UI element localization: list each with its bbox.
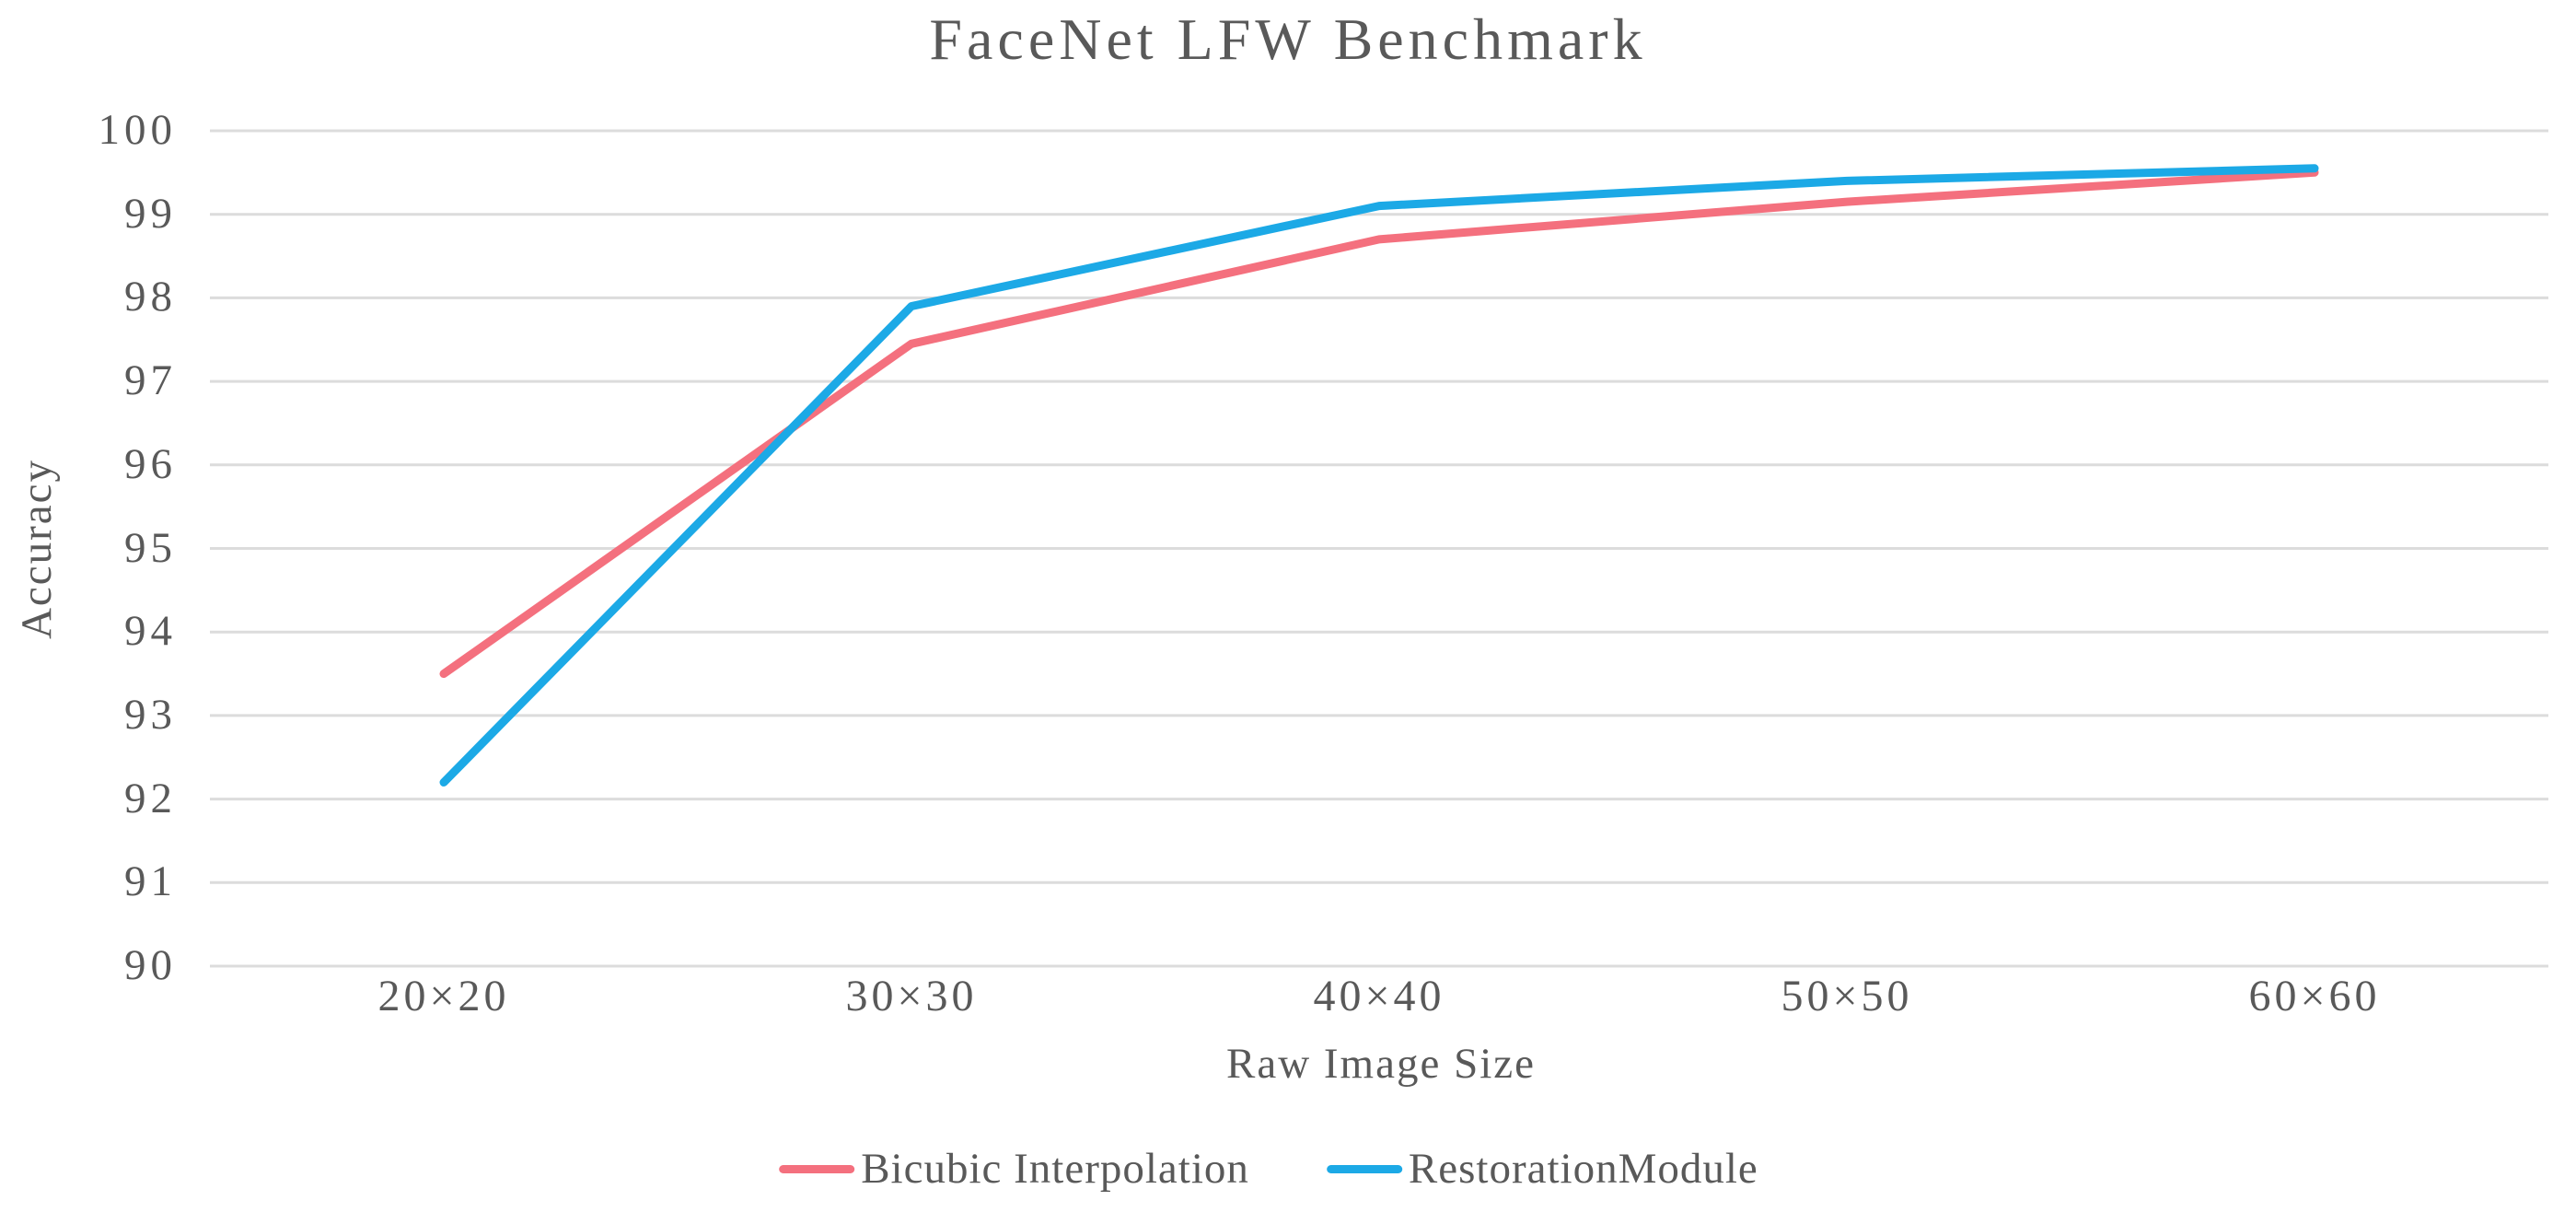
x-tick-label-40×40: 40×40 (1313, 972, 1445, 1020)
series-line-restorationmodule (439, 164, 2319, 787)
x-tick-label-50×50: 50×50 (1781, 972, 1913, 1020)
chart-legend: Bicubic Interpolation RestorationModule (779, 1144, 1758, 1194)
x-axis-title: Raw Image Size (1225, 1040, 1537, 1088)
y-tick-label-93: 93 (124, 690, 177, 739)
legend-item-restorationmodule: RestorationModule (1326, 1144, 1758, 1194)
legend-label: Bicubic Interpolation (861, 1145, 1249, 1193)
x-tick-label-60×60: 60×60 (2248, 972, 2381, 1020)
x-tick-label-30×30: 30×30 (845, 972, 978, 1020)
legend-item-bicubic-interpolation: Bicubic Interpolation (779, 1144, 1249, 1194)
y-tick-label-97: 97 (124, 356, 177, 405)
y-tick-label-90: 90 (124, 940, 177, 989)
chart-title: FaceNet LFW Benchmark (929, 6, 1647, 72)
y-axis-title: Accuracy (13, 458, 61, 640)
y-tick-label-92: 92 (124, 774, 177, 822)
y-tick-label-100: 100 (98, 105, 177, 154)
y-tick-label-96: 96 (124, 439, 177, 488)
legend-line-swatch-icon (1326, 1164, 1402, 1173)
y-tick-label-95: 95 (124, 523, 177, 572)
legend-label: RestorationModule (1408, 1145, 1758, 1193)
series-line-bicubic-interpolation (439, 168, 2319, 679)
x-tick-label-20×20: 20×20 (377, 972, 510, 1020)
legend-line-swatch-icon (779, 1164, 855, 1173)
y-tick-label-99: 99 (124, 189, 177, 238)
y-tick-label-91: 91 (124, 857, 177, 906)
y-tick-label-98: 98 (124, 273, 177, 321)
y-tick-label-94: 94 (124, 607, 177, 656)
